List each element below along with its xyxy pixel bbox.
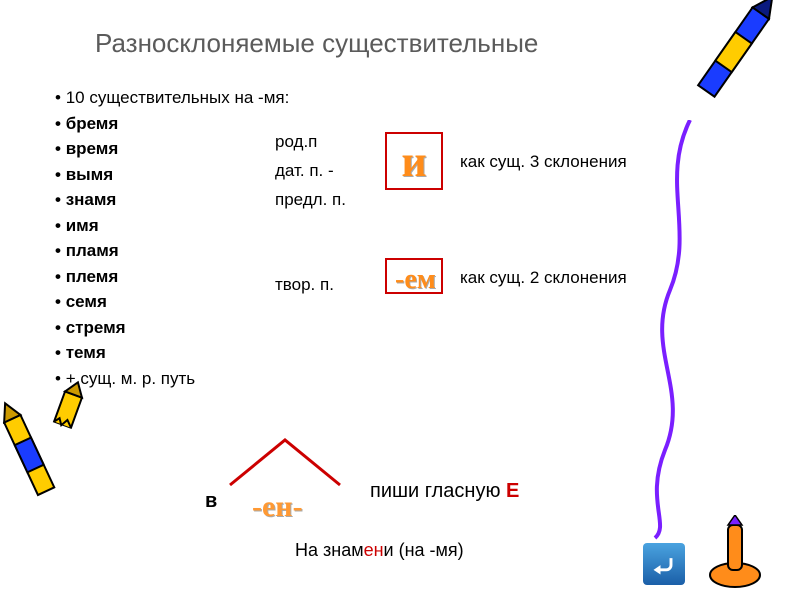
cases-block-2: твор. п.	[275, 275, 334, 295]
return-button[interactable]	[643, 543, 685, 585]
ending-box-em: -ем	[385, 258, 443, 294]
case-label: предл. п.	[275, 186, 346, 215]
list-item: стремя	[55, 315, 289, 341]
word-list: 10 существительных на -мя: бремя время в…	[55, 85, 289, 391]
list-item: бремя	[55, 111, 289, 137]
pen-icon	[700, 515, 770, 595]
ending-letter: и	[401, 137, 426, 186]
page-title: Разносклоняемые существительные	[95, 28, 538, 59]
pen-squiggle-icon	[640, 120, 710, 540]
list-intro: 10 существительных на -мя:	[55, 85, 289, 111]
list-item: темя	[55, 340, 289, 366]
ending-letter: -ем	[395, 264, 436, 295]
example-pre: На знам	[295, 540, 364, 560]
return-arrow-icon	[650, 550, 678, 578]
declension-note-2: как сущ. 2 склонения	[460, 268, 627, 288]
suffix-en: -ен-	[252, 490, 303, 524]
list-item: вымя	[55, 162, 289, 188]
rule-prefix: пиши гласную	[370, 480, 506, 502]
case-label: род.п	[275, 128, 346, 157]
list-item: племя	[55, 264, 289, 290]
roof-icon	[225, 430, 345, 490]
example-highlight: ен	[364, 540, 384, 560]
declension-note-3: как сущ. 3 склонения	[460, 152, 627, 172]
list-item: знамя	[55, 187, 289, 213]
ending-box-i: и	[385, 132, 443, 190]
rule-text: пиши гласную Е	[370, 480, 519, 503]
list-item: имя	[55, 213, 289, 239]
list-item: время	[55, 136, 289, 162]
list-item: пламя	[55, 238, 289, 264]
preposition-v: в	[205, 490, 217, 513]
list-item: семя	[55, 289, 289, 315]
rule-letter: Е	[506, 480, 519, 502]
example-text: На знамени (на -мя)	[295, 540, 464, 561]
example-post: и (на -мя)	[384, 540, 464, 560]
crayon-blue-icon	[674, 0, 795, 122]
cases-block-1: род.п дат. п. - предл. п.	[275, 128, 346, 215]
case-label: дат. п. -	[275, 157, 346, 186]
